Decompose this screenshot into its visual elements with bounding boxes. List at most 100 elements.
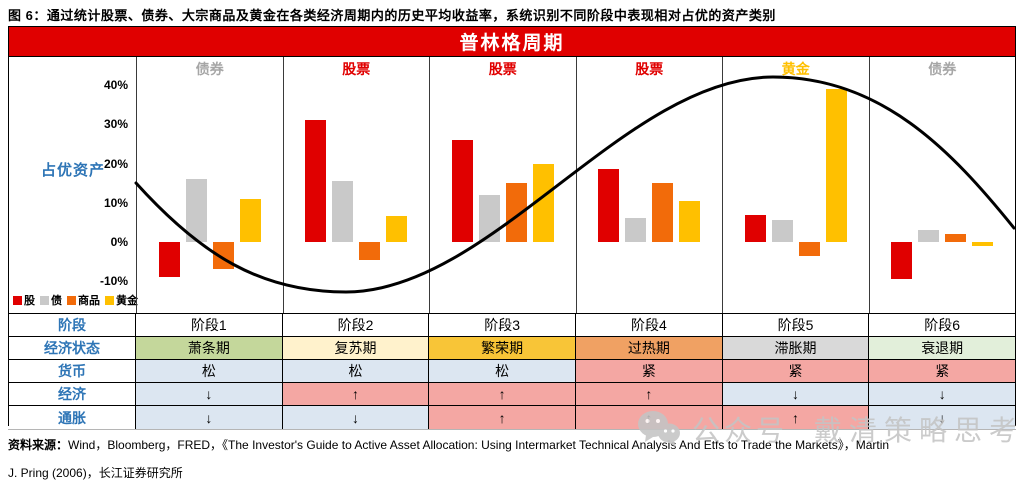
cell-inflation-phase3: ↑ — [428, 406, 576, 429]
figure-frame: 普林格周期 占优资产 40% 30% 20% 10% 0% -10% 股债商品 黄金 债券股… — [8, 26, 1016, 429]
watermark: 公众号 戴清策略思考 — [636, 408, 1024, 450]
row-header-economy: 经济 — [9, 383, 135, 405]
source-prefix: 资料来源： — [8, 438, 69, 452]
cell-monetary-phase3: 松 — [428, 360, 576, 382]
bar-gold-phase6 — [972, 242, 994, 246]
bar-group-5 — [744, 57, 847, 313]
y-axis-tick-0pct: 0% — [110, 235, 128, 249]
table-row-stage: 阶段 阶段1 阶段2 阶段3 阶段4 阶段5 阶段6 — [9, 314, 1016, 337]
cell-economy-state-phase6: 衰退期 — [868, 337, 1016, 359]
cell-economy-state-phase3: 繁荣期 — [428, 337, 576, 359]
cell-stage-phase3: 阶段3 — [428, 314, 576, 336]
bar-commodity-phase3 — [505, 183, 527, 242]
bar-gold-phase1 — [239, 198, 261, 242]
cell-monetary-phase6: 紧 — [868, 360, 1016, 382]
cell-inflation-phase1: ↓ — [135, 406, 282, 429]
cell-economy-state-phase4: 过热期 — [575, 337, 722, 359]
bar-bond-phase1 — [185, 179, 207, 242]
legend-item-gold: 黄金 — [105, 292, 138, 308]
cell-economy-phase3: ↑ — [428, 383, 576, 405]
banner-title: 普林格周期 — [459, 33, 565, 54]
cell-economy-phase1: ↓ — [135, 383, 282, 405]
row-header-monetary: 货币 — [9, 360, 135, 382]
bar-bond-phase5 — [771, 220, 793, 242]
bar-commodity-phase6 — [945, 234, 967, 242]
cell-inflation-phase2: ↓ — [281, 406, 429, 429]
y-axis-tick-10pct: 10% — [103, 195, 128, 210]
legend-item-bond: 债 — [40, 292, 62, 308]
cell-economy-phase6: ↓ — [868, 383, 1016, 405]
cell-monetary-phase4: 紧 — [575, 360, 722, 382]
cell-inflation-phase6: ↓ — [868, 406, 1016, 429]
table-row-economy: 经济 ↓ ↑ ↑ ↑ ↓ ↓ — [9, 383, 1016, 406]
bar-gold-phase3 — [532, 163, 554, 242]
watermark-text-2: 戴清策略思考 — [814, 415, 1024, 446]
source-line-2: J. Pring (2006)，长江证券研究所 — [8, 466, 183, 480]
phase-column-6: 债券 — [868, 57, 1016, 313]
bar-stock-phase2 — [305, 120, 327, 242]
legend-label-gold: 黄金 — [116, 295, 138, 307]
bar-commodity-phase2 — [359, 242, 381, 260]
bar-commodity-phase5 — [798, 242, 820, 256]
bar-stock-phase5 — [744, 214, 766, 242]
figure-caption: 图 6：通过统计股票、债券、大宗商品及黄金在各类经济周期内的历史平均收益率，系统… — [8, 8, 776, 23]
bar-group-1 — [158, 57, 261, 313]
bottom-rule — [8, 429, 1016, 430]
watermark-text-1: 公众号 — [692, 415, 789, 446]
cell-monetary-phase1: 松 — [135, 360, 282, 382]
bar-bond-phase4 — [625, 218, 647, 242]
cell-economy-phase2: ↑ — [281, 383, 429, 405]
bar-stock-phase6 — [891, 242, 913, 280]
table-row-economy-state: 经济状态 萧条期 复苏期 繁荣期 过热期 滞胀期 衰退期 — [9, 337, 1016, 360]
bar-stock-phase4 — [598, 169, 620, 242]
phase-winner-label-5: 黄金 — [781, 61, 810, 77]
phase-column-1: 债券 — [136, 57, 283, 313]
y-axis-tick-40pct: 40% — [103, 78, 128, 92]
phase-columns: 债券 股票 股票 股票 黄金 债券 — [136, 57, 1015, 313]
source-line-1: 资料来源：Wind，Bloomberg，FRED，《The Investor's… — [8, 436, 889, 453]
y-axis-tick-30pct: 30% — [103, 117, 128, 132]
phase-winner-label-1: 债券 — [195, 61, 224, 77]
bar-bond-phase3 — [478, 194, 500, 242]
bar-gold-phase5 — [825, 88, 847, 242]
phase-winner-label-6: 债券 — [928, 61, 957, 77]
cell-stage-phase2: 阶段2 — [281, 314, 429, 336]
y-axis-label: 占优资产 — [41, 162, 106, 179]
cell-economy-state-phase5: 滞胀期 — [721, 337, 869, 359]
bar-stock-phase1 — [158, 242, 180, 278]
bar-group-2 — [305, 57, 408, 313]
phase-column-5: 黄金 — [722, 57, 869, 313]
table-row-monetary: 货币松松松紧紧紧 — [9, 360, 1016, 383]
phase-winner-label-2: 股票 — [342, 61, 371, 77]
bar-stock-phase3 — [451, 139, 473, 242]
row-header-inflation: 通胀 — [9, 406, 135, 429]
legend-swatch-commodity — [67, 295, 76, 305]
phase-winner-label-4: 股票 — [635, 61, 664, 77]
phase-winner-label-3: 股票 — [488, 61, 517, 77]
legend-item-stock: 股 — [13, 292, 35, 308]
legend-label-commodity: 商品 — [78, 295, 100, 307]
wechat-icon — [638, 411, 680, 447]
legend-label-stock: 股 — [24, 295, 35, 307]
cell-monetary-phase5: 紧 — [721, 360, 869, 382]
chart-legend: 股 债 商品 黄金 — [13, 292, 138, 308]
cell-stage-phase6: 阶段6 — [868, 314, 1016, 336]
bar-gold-phase2 — [386, 216, 408, 242]
phase-column-2: 股票 — [282, 57, 430, 313]
row-header-economy-state: 经济状态 — [9, 337, 135, 359]
cell-inflation-phase5: ↑ — [721, 406, 869, 429]
cell-economy-phase4: ↑ — [575, 383, 722, 405]
source-text-1: Wind，Bloomberg，FRED，《The Investor's Guid… — [68, 438, 890, 452]
legend-item-commodity: 商品 — [67, 292, 100, 308]
table-row-inflation: 通胀↓↓↑↑↑↓ — [9, 406, 1016, 429]
phase-column-3: 股票 — [429, 57, 576, 313]
phase-column-4: 股票 — [575, 57, 723, 313]
bar-gold-phase4 — [679, 200, 701, 242]
legend-swatch-gold — [105, 295, 114, 305]
legend-swatch-stock — [13, 295, 22, 305]
cell-economy-state-phase1: 萧条期 — [135, 337, 282, 359]
bar-bond-phase2 — [332, 181, 354, 242]
y-axis-tick--10pct: -10% — [99, 274, 128, 289]
phase-summary-table: 阶段 阶段1 阶段2 阶段3 阶段4 阶段5 阶段6 经济状态 萧条期 复苏期 繁荣期 过热期 滞胀期衰… — [9, 313, 1016, 429]
